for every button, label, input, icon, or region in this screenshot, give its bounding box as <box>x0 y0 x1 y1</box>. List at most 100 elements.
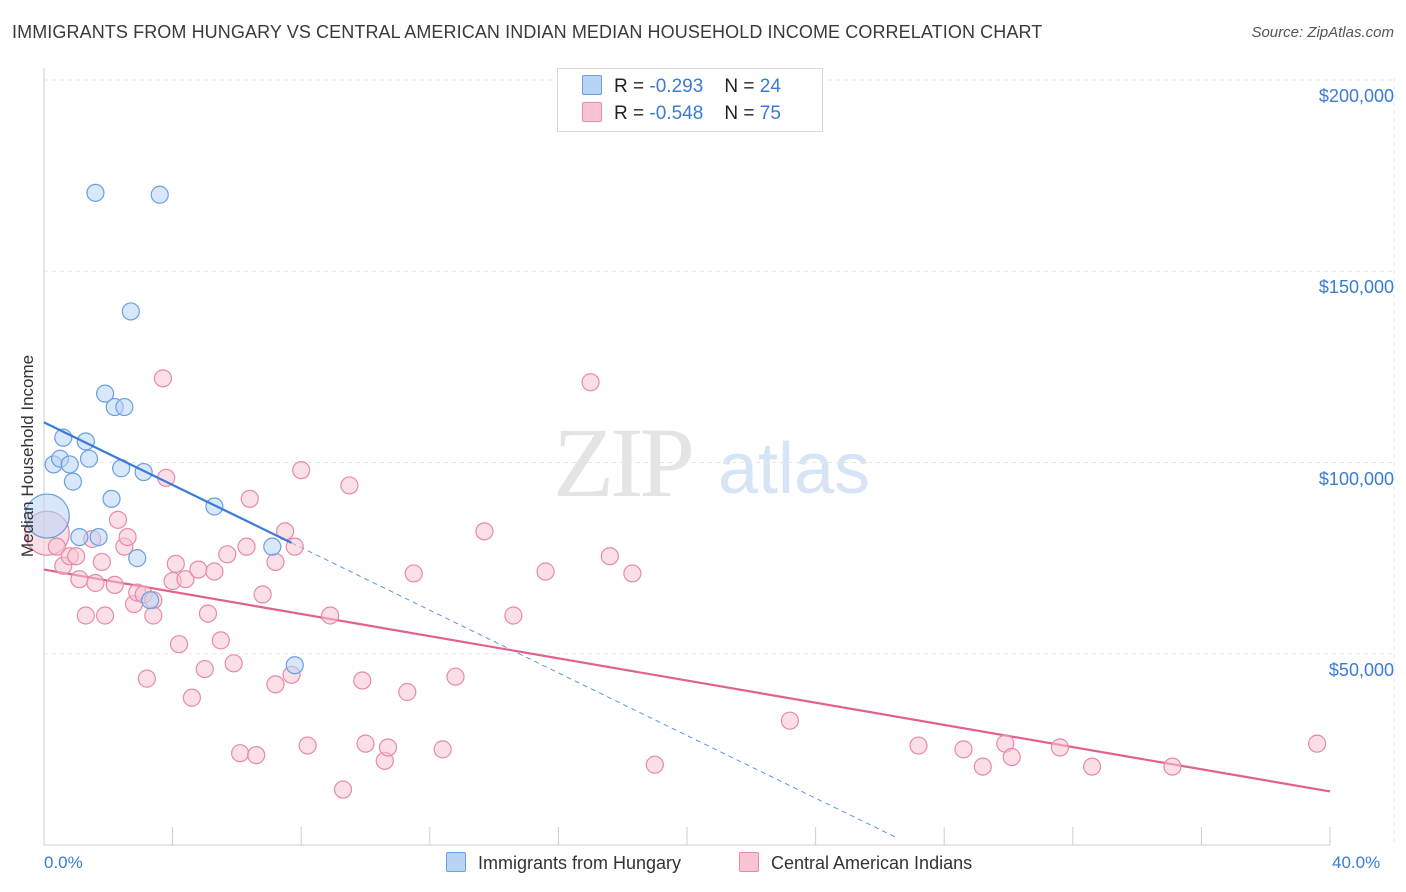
cai-swatch <box>582 102 602 122</box>
legend-row-hungary: R = -0.293 N = 24 <box>582 75 781 99</box>
y-tick-label: $150,000 <box>1318 277 1394 298</box>
cai-point <box>86 573 105 593</box>
hungary-point <box>121 302 140 321</box>
hungary-point <box>60 455 79 474</box>
cai-point <box>144 606 163 625</box>
hungary-legend-swatch <box>446 852 466 872</box>
legend-r-label: R = <box>614 103 645 124</box>
cai-point <box>398 682 417 702</box>
hungary-point <box>89 527 108 547</box>
cai-point <box>76 606 95 625</box>
legend-r-label: R = <box>614 76 645 97</box>
cai-trend-line <box>43 568 1331 793</box>
cai-point <box>67 547 86 566</box>
cai-point <box>247 746 266 765</box>
cai-point <box>1002 747 1021 767</box>
cai-point <box>70 570 89 589</box>
grid-lines <box>44 78 1395 845</box>
legend-hungary-r: -0.293 <box>649 76 704 97</box>
trend-lines <box>43 542 1331 838</box>
source-label: Source: ZipAtlas.com <box>1251 24 1394 41</box>
legend-cai-n: 75 <box>759 103 781 124</box>
cai-point <box>1082 757 1102 776</box>
stats-legend: R = -0.293 N = 24 R = -0.548 N = 75 <box>557 68 823 132</box>
y-tick-label: $100,000 <box>1318 468 1394 489</box>
cai-point <box>253 585 272 604</box>
cai-point <box>240 489 259 508</box>
cai-point <box>198 604 218 623</box>
legend-item-cai[interactable]: Central American Indians <box>739 852 972 874</box>
cai-point <box>166 554 185 573</box>
hungary-point <box>263 537 282 556</box>
hungary-point <box>140 591 160 610</box>
cai-point <box>153 369 173 388</box>
legend-label-cai: Central American Indians <box>771 853 973 873</box>
legend-item-hungary[interactable]: Immigrants from Hungary <box>446 852 681 874</box>
hungary-point <box>128 549 147 568</box>
x-tick-label-max: 40.0% <box>1332 853 1381 872</box>
cai-point <box>475 522 494 541</box>
hungary-point <box>102 489 121 508</box>
hungary-point <box>95 384 115 403</box>
watermark-atlas: atlas <box>718 429 871 509</box>
cai-point <box>47 537 66 556</box>
cai-point <box>973 757 992 776</box>
hungary-point <box>115 397 134 417</box>
cai-point <box>780 711 799 730</box>
cai-point <box>909 736 928 755</box>
legend-row-cai: R = -0.548 N = 75 <box>582 102 781 126</box>
cai-point <box>95 606 115 625</box>
hungary-point <box>63 472 83 491</box>
cai-point <box>1050 738 1070 757</box>
axes <box>43 68 1331 846</box>
legend-cai-r: -0.548 <box>649 103 704 124</box>
cai-point <box>224 654 243 673</box>
cai-point <box>645 755 664 774</box>
cai-point <box>205 562 224 581</box>
cai-point <box>195 659 214 679</box>
cai-point <box>189 560 208 579</box>
cai-point <box>266 675 285 694</box>
chart-title: IMMIGRANTS FROM HUNGARY VS CENTRAL AMERI… <box>12 22 1043 42</box>
legend-n-label: N = <box>724 103 755 124</box>
y-tick-label: $200,000 <box>1318 86 1394 106</box>
cai-point <box>298 736 317 755</box>
hungary-trend-line <box>43 421 293 544</box>
cai-point <box>433 740 452 759</box>
cai-point <box>321 606 340 625</box>
cai-point <box>169 635 189 654</box>
hungary-swatch <box>582 75 602 95</box>
cai-point <box>356 734 375 753</box>
cai-point <box>105 575 124 595</box>
cai-point <box>623 564 642 583</box>
cai-point <box>536 562 555 581</box>
cai-point <box>333 780 353 799</box>
hungary-point <box>79 449 99 468</box>
cai-point <box>446 667 465 686</box>
y-tick-label: $50,000 <box>1328 659 1394 680</box>
cai-point <box>353 671 372 690</box>
cai-point <box>404 564 423 583</box>
cai-point <box>231 744 250 763</box>
cai-point <box>266 552 285 572</box>
hungary-point <box>150 185 169 204</box>
hungary-point <box>24 493 70 539</box>
cai-point <box>218 545 237 564</box>
cai-point <box>92 552 111 572</box>
cai-point <box>211 631 230 650</box>
cai-point <box>340 476 359 495</box>
cai-point <box>176 570 195 589</box>
cai-legend-swatch <box>739 852 759 872</box>
cai-point <box>118 527 137 547</box>
legend-n-label: N = <box>724 76 755 97</box>
cai-point <box>1308 734 1327 753</box>
y-axis-label: Median Household Income <box>18 354 37 558</box>
cai-point <box>137 669 156 688</box>
hungary-point <box>86 183 105 202</box>
x-tick-label-min: 0.0% <box>44 853 83 872</box>
cai-point <box>954 740 973 759</box>
cai-point <box>108 510 128 529</box>
legend-hungary-n: 24 <box>759 76 781 97</box>
cai-point <box>292 461 311 480</box>
